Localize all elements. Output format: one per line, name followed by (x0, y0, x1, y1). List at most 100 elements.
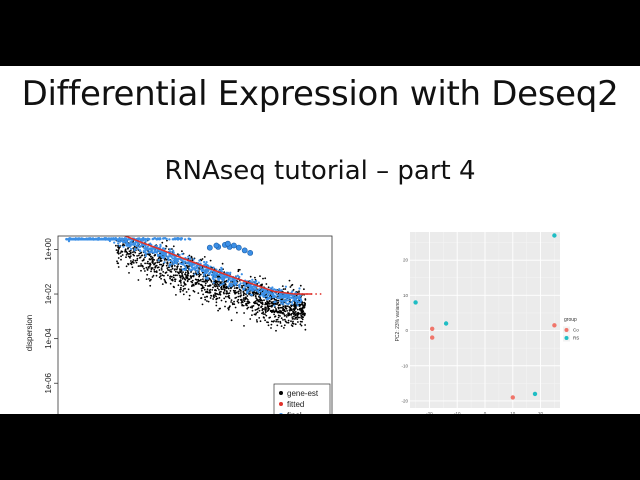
gene-est-point (151, 276, 154, 278)
final-outlier-point (235, 244, 242, 251)
final-point (136, 247, 139, 250)
gene-est-point (284, 310, 287, 313)
gene-est-point (117, 250, 120, 253)
final-point (175, 259, 178, 262)
gene-est-point (238, 268, 241, 271)
gene-est-point (221, 262, 224, 265)
gene-est-point (190, 271, 192, 273)
gene-est-point (168, 269, 171, 272)
gene-est-point (165, 271, 168, 274)
final-outlier-point (224, 240, 231, 247)
final-point (196, 270, 199, 273)
gene-est-point (201, 280, 204, 283)
final-point (299, 294, 302, 297)
gene-est-point (143, 267, 145, 270)
gene-est-point (301, 303, 304, 306)
gene-est-point (242, 304, 245, 307)
final-point (183, 264, 186, 267)
gene-est-point (153, 270, 156, 273)
gene-est-point (201, 284, 203, 287)
final-point (264, 291, 267, 294)
final-point (145, 252, 148, 255)
final-point (295, 300, 299, 303)
final-point (223, 275, 226, 278)
gene-est-point (293, 315, 295, 318)
final-point (255, 289, 258, 292)
gene-est-point (209, 278, 212, 281)
gene-est-point (117, 266, 120, 268)
final-point (168, 238, 171, 241)
final-point (220, 270, 223, 273)
final-point (260, 289, 263, 292)
gene-est-point (253, 302, 256, 305)
gene-est-point (204, 296, 206, 299)
final-point (112, 237, 115, 240)
final-point (269, 287, 272, 290)
final-point (158, 250, 161, 253)
pca-point (413, 300, 418, 305)
final-point (275, 293, 278, 296)
gene-est-point (287, 314, 290, 317)
final-outlier-point (241, 247, 248, 254)
gene-est-point (224, 300, 227, 303)
final-point (200, 268, 203, 271)
gene-est-point (249, 275, 252, 278)
gene-est-point (261, 303, 264, 306)
final-point (250, 288, 253, 291)
final-point (238, 283, 241, 286)
final-point (149, 248, 152, 251)
gene-est-point (177, 284, 180, 287)
gene-est-point (240, 294, 243, 297)
gene-est-point (284, 318, 286, 321)
gene-est-point (259, 298, 262, 300)
gene-est-point (187, 288, 190, 291)
final-point (155, 244, 158, 248)
gene-est-point (220, 299, 223, 302)
gene-est-point (290, 314, 293, 316)
gene-est-point (295, 316, 298, 319)
gene-est-point (287, 321, 290, 324)
gene-est-point (194, 282, 197, 284)
gene-est-point (136, 259, 138, 262)
gene-est-point (119, 252, 122, 254)
final-point (114, 237, 118, 240)
legend: gene-est fitted final (273, 383, 331, 414)
final-point (230, 282, 233, 286)
gene-est-point (229, 305, 231, 307)
gene-est-point (292, 312, 294, 314)
final-point (181, 252, 184, 256)
fitted-curve (123, 236, 313, 295)
gene-est-point (165, 281, 168, 284)
gene-est-point (191, 275, 193, 278)
final-point (172, 249, 175, 252)
gene-est-point (156, 261, 159, 264)
gene-est-point (179, 286, 182, 289)
final-point (207, 268, 210, 271)
final-point (157, 259, 160, 262)
gene-est-point (188, 278, 191, 281)
gene-est-point (175, 268, 178, 271)
gene-est-point (237, 290, 240, 293)
gene-est-point (255, 297, 258, 300)
gene-est-point (131, 260, 134, 263)
gene-est-point (261, 307, 264, 310)
gene-est-point (176, 265, 179, 268)
final-point (225, 271, 228, 274)
final-point (271, 294, 274, 297)
gene-est-point (171, 248, 173, 250)
final-point (166, 255, 169, 258)
final-point (279, 296, 283, 299)
final-point (167, 258, 170, 261)
gene-est-point (299, 323, 302, 326)
gene-est-point (227, 307, 230, 309)
gene-est-point (251, 306, 254, 309)
gene-est-point (197, 292, 200, 294)
final-point (204, 264, 208, 267)
gene-est-point (170, 279, 173, 281)
gene-est-point (258, 300, 261, 303)
gene-est-point (237, 301, 240, 304)
slide-title: Differential Expression with Deseq2 (21, 74, 619, 114)
gene-est-point (176, 271, 179, 273)
gene-est-point (160, 269, 163, 271)
final-point (135, 244, 138, 247)
